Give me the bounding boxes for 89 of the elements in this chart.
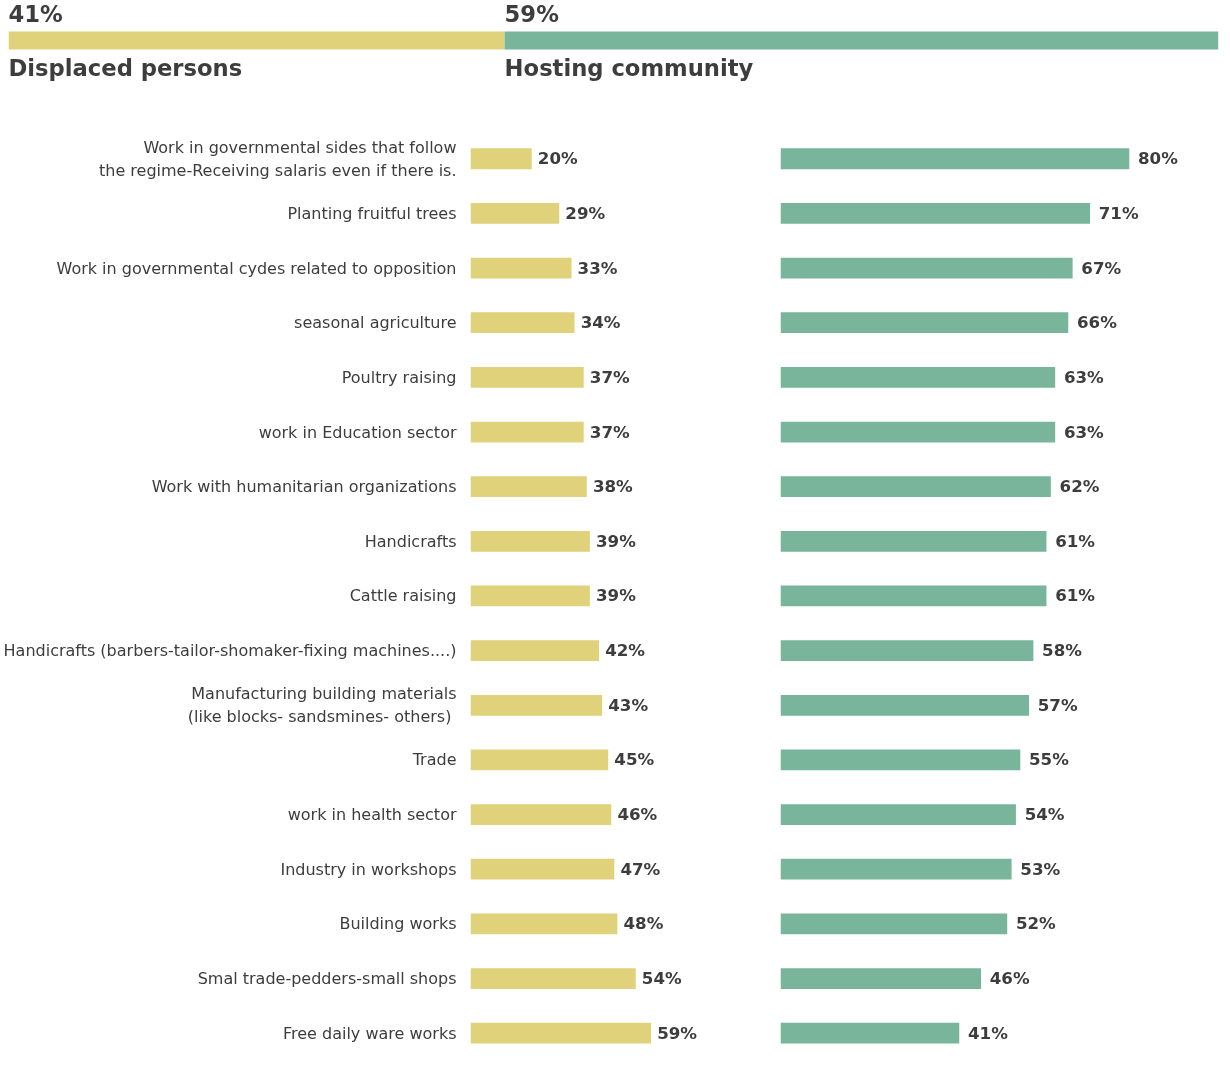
bar (470, 749, 609, 771)
bar (780, 312, 1069, 334)
bar (780, 530, 1047, 552)
y-tick-label: Free daily ware works (282, 1023, 457, 1043)
data-label: 63% (1063, 367, 1105, 387)
data-label: 54% (1024, 805, 1065, 825)
data-label: 66% (1076, 313, 1118, 333)
bar (780, 858, 1012, 880)
data-label: 58% (1042, 641, 1083, 661)
bar (470, 968, 636, 989)
data-label: 48% (623, 914, 664, 934)
data-label: 43% (608, 695, 649, 715)
y-tick-label: Poultry raising (341, 367, 457, 387)
data-label: 63% (1063, 422, 1105, 442)
data-label: 54% (641, 969, 683, 989)
bar (470, 257, 572, 279)
bar (780, 694, 1030, 716)
data-label: 59% (504, 0, 559, 27)
bar (470, 585, 590, 607)
series-label: Hosting community (504, 54, 754, 81)
bar (780, 366, 1056, 388)
y-tick-label: Smal trade-pedders-small shops (197, 969, 457, 989)
data-label: 34% (580, 313, 621, 333)
data-label: 67% (1081, 258, 1122, 278)
bar (780, 476, 1051, 498)
bar (780, 1022, 960, 1044)
y-tick-label: Work in governmental cydes related to opposition (56, 258, 457, 278)
bar (780, 203, 1091, 224)
data-label: 55% (1029, 750, 1070, 770)
data-label: 46% (617, 805, 658, 825)
bar (470, 148, 532, 170)
bar (470, 421, 584, 443)
data-label: 37% (589, 367, 631, 387)
bar (780, 148, 1130, 170)
data-label: 39% (595, 531, 637, 551)
bar (470, 312, 575, 334)
bar (780, 749, 1021, 771)
bar (780, 640, 1034, 661)
data-label: 41% (8, 0, 63, 27)
data-label: 42% (605, 641, 646, 661)
y-tick-label: work in health sector (287, 805, 457, 825)
bar (470, 913, 618, 935)
bar (470, 804, 612, 825)
bar (470, 1022, 652, 1044)
y-tick-label: Work in governmental sides that follow the regime-Receiving salaris even if there is. (98, 137, 457, 180)
bar (470, 640, 600, 661)
y-tick-label: Trade (411, 750, 457, 770)
data-label: 53% (1020, 859, 1061, 879)
data-label: 33% (577, 258, 618, 278)
data-label: 52% (1015, 914, 1057, 934)
bar (470, 476, 587, 498)
bar (780, 585, 1047, 607)
bar (780, 421, 1056, 443)
data-label: 38% (592, 477, 634, 497)
y-tick-label: work in Education sector (258, 422, 457, 442)
data-label: 45% (614, 750, 655, 770)
bar (780, 804, 1016, 825)
data-label: 61% (1055, 586, 1096, 606)
y-tick-label: Building works (339, 914, 457, 934)
bar (470, 203, 560, 224)
y-tick-label: Industry in workshops (280, 859, 457, 879)
bar (780, 913, 1008, 935)
data-label: 71% (1098, 203, 1139, 223)
bar (780, 968, 982, 989)
y-tick-label: Work with humanitarian organizations (151, 477, 457, 497)
data-label: 61% (1055, 531, 1096, 551)
data-label: 59% (657, 1023, 698, 1043)
data-label: 41% (967, 1023, 1009, 1043)
bar (470, 694, 603, 716)
y-tick-label: Handicrafts (barbers-tailor-shomaker-fixing machines....) (3, 641, 457, 661)
data-label: 39% (595, 586, 637, 606)
bar (780, 257, 1073, 279)
data-label: 62% (1059, 477, 1100, 497)
data-label: 20% (537, 149, 578, 169)
y-tick-label: seasonal agriculture (294, 313, 457, 333)
y-tick-label: Manufacturing building materials (like blocks- sandsmines- others) (187, 684, 457, 727)
bar (470, 858, 615, 880)
y-tick-label: Cattle raising (349, 586, 457, 606)
y-tick-label: Handicrafts (364, 531, 457, 551)
bar (470, 530, 590, 552)
bar (470, 366, 584, 388)
series-label: Displaced persons (8, 54, 243, 81)
data-label: 80% (1138, 149, 1179, 169)
data-label: 47% (620, 859, 661, 879)
data-label: 29% (565, 203, 606, 223)
data-label: 46% (989, 969, 1030, 989)
y-tick-label: Planting fruitful trees (287, 203, 457, 223)
data-label: 57% (1037, 695, 1078, 715)
data-label: 37% (589, 422, 631, 442)
